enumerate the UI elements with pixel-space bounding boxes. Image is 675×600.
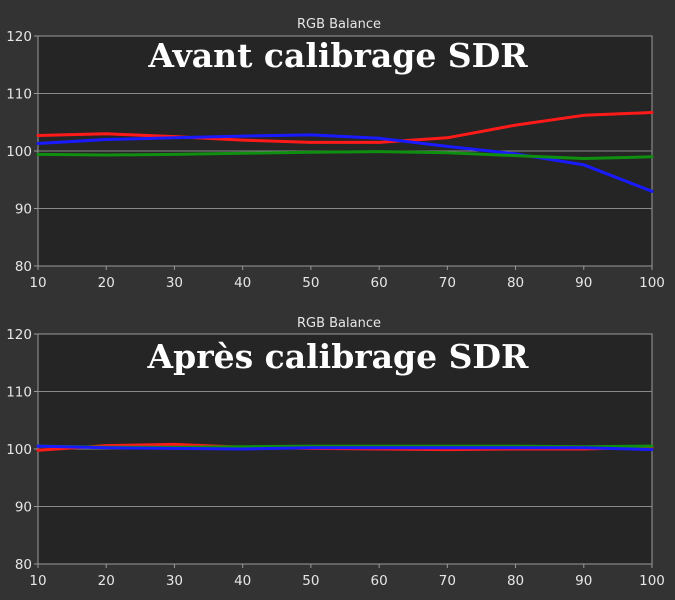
before-series-line-1 [36, 133, 654, 193]
after-x-tick-label: 90 [575, 573, 592, 589]
after-chart-title: RGB Balance [297, 316, 381, 331]
before-x-tick-label: 40 [234, 275, 251, 291]
before-x-tick-label: 20 [98, 275, 115, 291]
before-x-tick-label: 100 [639, 275, 665, 291]
before-x-tick-label: 50 [302, 275, 319, 291]
before-chart-title: RGB Balance [297, 17, 381, 32]
after-x-tick-label: 50 [302, 573, 319, 589]
before-series-line-0 [36, 111, 654, 144]
after-chart: 80 90 100 110 120 10 20 30 40 50 60 70 80 90 100 RGB Ba… [6, 316, 665, 589]
after-x-tick-label: 70 [439, 573, 456, 589]
before-calibration-annotation: Avant calibrage SDR [147, 36, 528, 75]
before-y-tick-label: 90 [15, 202, 32, 218]
after-calibration-annotation: Après calibrage SDR [147, 337, 530, 376]
after-y-tick-label: 120 [6, 327, 32, 343]
before-x-tick-label: 90 [575, 275, 592, 291]
after-series-line-2 [36, 444, 654, 452]
before-x-tick-label: 80 [507, 275, 524, 291]
after-x-tick-label: 30 [166, 573, 183, 589]
before-x-tick-label: 10 [29, 275, 46, 291]
after-x-tick-label: 40 [234, 573, 251, 589]
before-y-tick-label: 110 [6, 87, 32, 103]
before-y-tick-label: 100 [6, 144, 32, 160]
before-x-tick-label: 70 [439, 275, 456, 291]
after-x-tick-label: 100 [639, 573, 665, 589]
after-x-tick-label: 10 [29, 573, 46, 589]
after-y-tick-label: 110 [6, 385, 32, 401]
after-y-tick-label: 90 [15, 500, 32, 516]
after-x-tick-label: 20 [98, 573, 115, 589]
before-series-line-2 [36, 150, 654, 160]
before-x-tick-label: 60 [371, 275, 388, 291]
before-x-tick-label: 30 [166, 275, 183, 291]
after-y-tick-label: 80 [15, 557, 32, 573]
before-y-tick-label: 80 [15, 259, 32, 275]
before-chart: 80 90 100 110 120 10 20 30 40 50 60 70 80 90 100 RGB Ba… [6, 17, 665, 291]
before-y-tick-label: 120 [6, 29, 32, 45]
after-y-tick-label: 100 [6, 442, 32, 458]
after-x-tick-label: 80 [507, 573, 524, 589]
after-x-tick-label: 60 [371, 573, 388, 589]
